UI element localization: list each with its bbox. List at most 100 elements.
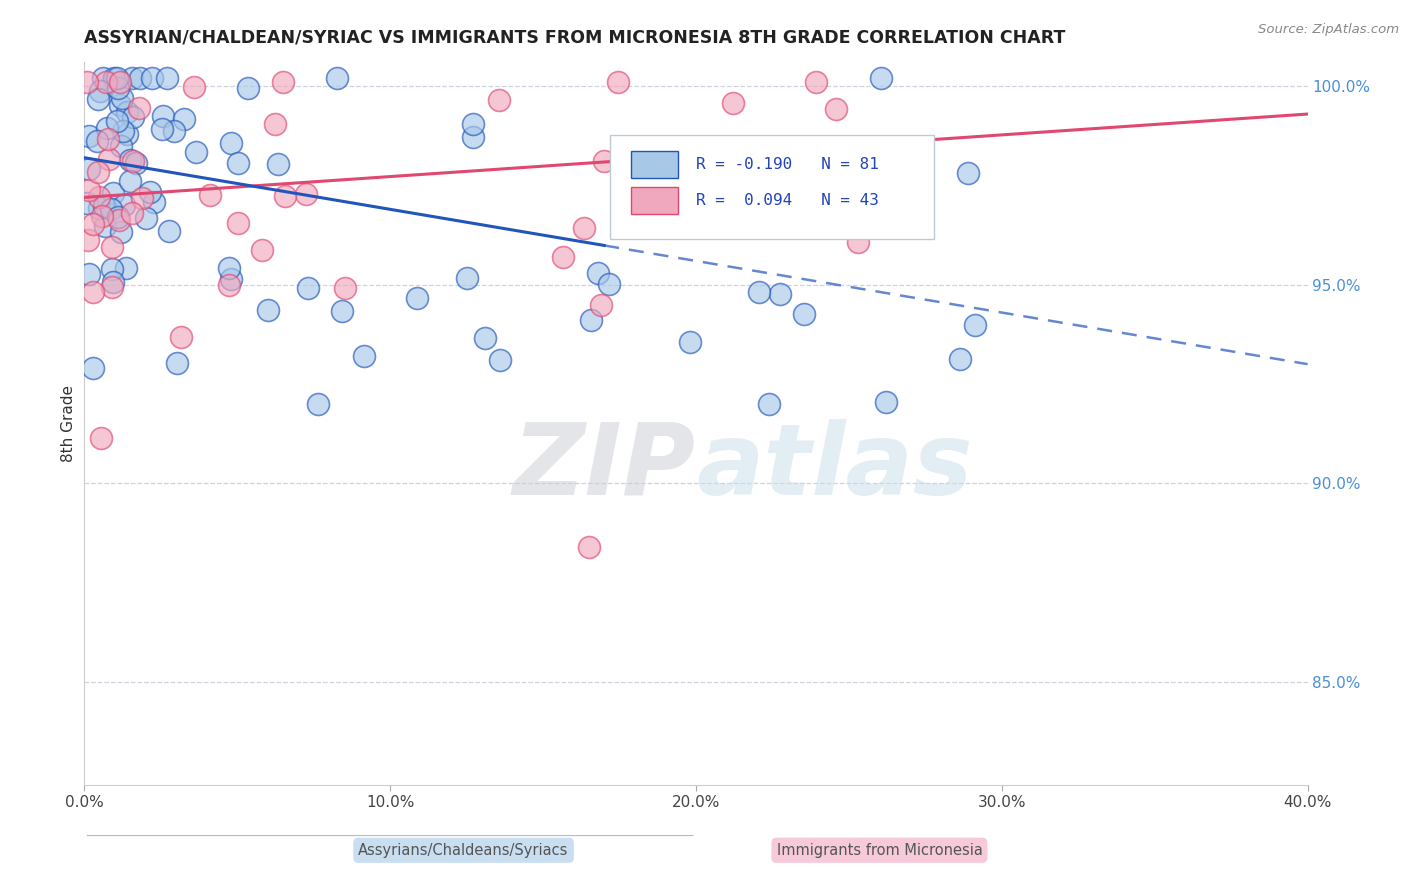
Bar <box>631 186 678 214</box>
Point <box>252 243 274 257</box>
Text: R = -0.190   N = 81: R = -0.190 N = 81 <box>696 157 879 172</box>
Point <box>82 361 104 376</box>
Point <box>97 132 120 146</box>
Point <box>121 206 143 220</box>
Text: ASSYRIAN/CHALDEAN/SYRIAC VS IMMIGRANTS FROM MICRONESIA 8TH GRADE CORRELATION CHA: ASSYRIAN/CHALDEAN/SYRIAC VS IMMIGRANTS F… <box>84 29 1066 47</box>
Point <box>335 281 357 295</box>
Point <box>489 352 512 367</box>
Point <box>748 285 770 299</box>
Point <box>111 124 134 138</box>
Point <box>94 219 117 233</box>
Point <box>77 267 100 281</box>
Point <box>572 220 595 235</box>
Point <box>963 318 986 333</box>
Point <box>125 156 148 170</box>
Point <box>110 225 132 239</box>
Point <box>218 260 240 275</box>
Point <box>111 91 134 105</box>
Point <box>219 272 242 286</box>
Text: Assyrians/Chaldeans/Syriacs: Assyrians/Chaldeans/Syriacs <box>359 843 569 858</box>
Point <box>142 195 165 210</box>
Point <box>77 161 100 176</box>
Point <box>166 356 188 370</box>
Point <box>627 163 650 178</box>
Point <box>122 154 145 169</box>
Point <box>264 117 287 131</box>
Point <box>606 75 628 89</box>
Point <box>806 75 828 89</box>
Point <box>768 286 790 301</box>
Point <box>184 145 207 160</box>
Point <box>150 121 173 136</box>
Point <box>723 95 745 110</box>
Point <box>118 174 141 188</box>
Point <box>152 109 174 123</box>
Bar <box>631 151 678 178</box>
Point <box>353 349 375 363</box>
Point <box>273 189 295 203</box>
Point <box>101 275 124 289</box>
Point <box>156 71 179 86</box>
Point <box>463 117 485 131</box>
Point <box>488 93 510 107</box>
Point <box>758 397 780 411</box>
Point <box>463 129 485 144</box>
Point <box>108 97 131 112</box>
Point <box>297 281 319 295</box>
Point <box>591 297 613 311</box>
Point <box>173 112 195 127</box>
Point <box>128 101 150 115</box>
Point <box>267 157 290 171</box>
Point <box>141 71 163 86</box>
Point <box>157 224 180 238</box>
Point <box>107 212 129 227</box>
Point <box>89 84 111 98</box>
Point <box>129 71 152 86</box>
Point <box>107 81 129 95</box>
Point <box>869 71 891 86</box>
Y-axis label: 8th Grade: 8th Grade <box>60 385 76 462</box>
Point <box>87 201 110 215</box>
Point <box>236 81 259 95</box>
Point <box>89 189 111 203</box>
Point <box>90 431 112 445</box>
Point <box>198 187 221 202</box>
Point <box>139 185 162 199</box>
Point <box>110 139 132 153</box>
Point <box>86 134 108 148</box>
Point <box>949 351 972 366</box>
Point <box>98 152 121 166</box>
Point <box>108 75 131 89</box>
Point <box>721 140 744 154</box>
Point <box>103 71 125 86</box>
Point <box>87 92 110 106</box>
Point <box>82 217 104 231</box>
Point <box>256 302 278 317</box>
Text: R =  0.094   N = 43: R = 0.094 N = 43 <box>696 193 879 208</box>
Text: Source: ZipAtlas.com: Source: ZipAtlas.com <box>1258 23 1399 37</box>
Point <box>679 334 702 349</box>
Point <box>330 304 353 318</box>
Point <box>218 278 240 293</box>
Point <box>593 153 616 168</box>
Point <box>456 270 478 285</box>
Text: ZIP: ZIP <box>513 418 696 516</box>
Point <box>273 75 295 89</box>
Point <box>581 312 603 326</box>
Point <box>295 186 318 201</box>
Point <box>118 153 141 167</box>
Point <box>101 240 124 254</box>
Point <box>226 216 249 230</box>
Point <box>121 71 143 86</box>
Point <box>93 199 115 213</box>
Point <box>101 186 124 200</box>
Point <box>307 397 329 411</box>
Point <box>846 235 869 249</box>
Point <box>474 331 496 345</box>
Point <box>406 291 429 305</box>
Point <box>91 209 114 223</box>
Point <box>326 71 349 86</box>
Point <box>105 71 128 86</box>
Point <box>131 191 153 205</box>
Point <box>96 75 118 89</box>
